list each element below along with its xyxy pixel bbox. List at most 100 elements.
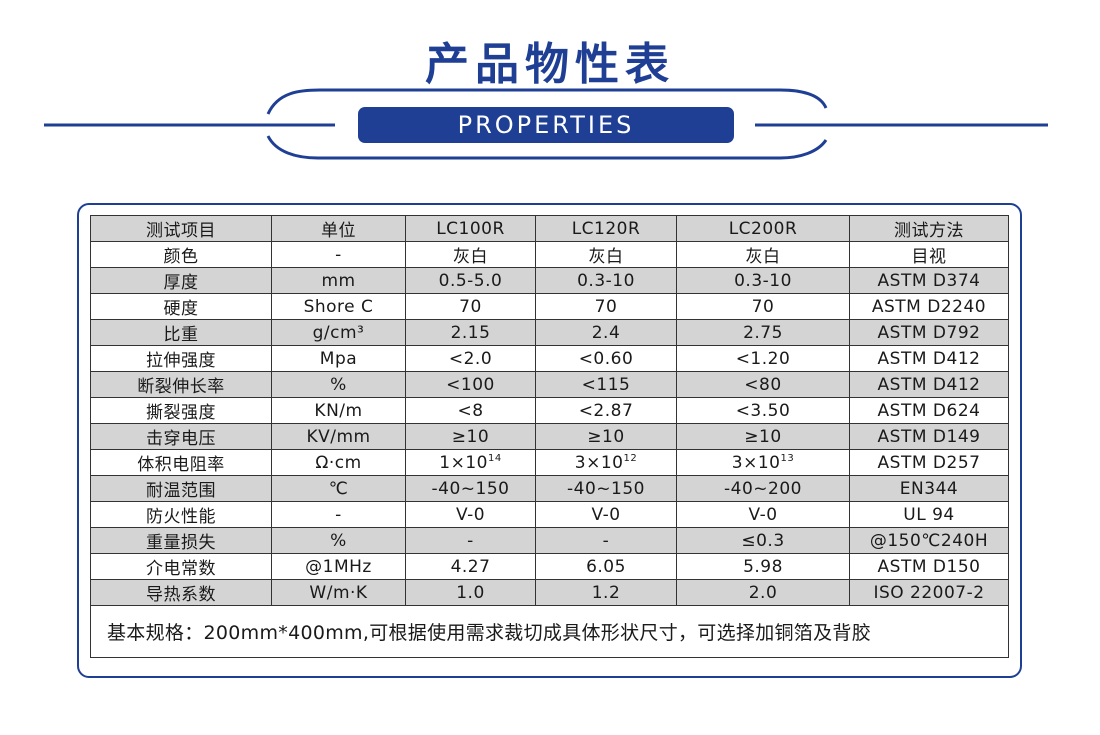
table-row: 拉伸强度 Mpa <2.0 <0.60 <1.20 ASTM D412 [90,345,1009,372]
table-row: 厚度 mm 0.5-5.0 0.3-10 0.3-10 ASTM D374 [90,267,1009,294]
value-base: 3×10 [731,452,781,473]
table-row: 断裂伸长率% <100 <115 <80 ASTM D412 [90,371,1009,398]
table-cell: 1.0 [405,579,536,606]
table-cell: 2.4 [535,319,677,346]
table-cell: <2.87 [535,397,677,424]
table-row: 防火性能 - V-0 V-0 V-0 UL 94 [90,501,1009,528]
table-cell: <100 [405,371,536,398]
table-cell: ASTM D412 [849,345,1009,372]
table-cell: <80 [676,371,850,398]
table-cell: 2.15 [405,319,536,346]
header-cell: 单位 [271,215,406,242]
footnote: 基本规格：200mm*400mm,可根据使用需求裁切成具体形状尺寸，可选择加铜箔… [90,605,1009,658]
table-cell: 1.2 [535,579,677,606]
property-name-cell: 导热系数 [90,579,272,606]
table-cell: 2.75 [676,319,850,346]
table-cell: g/cm³ [271,319,406,346]
table-cell: <3.50 [676,397,850,424]
table-cell: 0.5-5.0 [405,267,536,294]
table-cell: % [271,371,406,398]
table-cell: ≥10 [535,423,677,450]
table-cell: 1×1014 [405,449,536,476]
table-row: 重量损失% - - ≤0.3 @150℃240H [90,527,1009,554]
table-cell: - [405,527,536,554]
table-header-row: 测试项目 单位 LC100R LC120R LC200R 测试方法 [90,215,1009,242]
table-cell: ASTM D257 [849,449,1009,476]
table-cell: W/m·K [271,579,406,606]
table-cell: V-0 [535,501,677,528]
table-cell: ≥10 [676,423,850,450]
table-cell: ASTM D150 [849,553,1009,580]
table-cell: ASTM D624 [849,397,1009,424]
table-cell: <115 [535,371,677,398]
table-cell: % [271,527,406,554]
page-title: 产品物性表 [425,39,675,90]
table-cell: - [271,241,406,268]
table-cell: Shore C [271,293,406,320]
table-cell: ≥10 [405,423,536,450]
table-cell: Mpa [271,345,406,372]
table-cell: 3×1013 [676,449,850,476]
table-cell: 6.05 [535,553,677,580]
property-name-cell: 硬度 [90,293,272,320]
table-cell: KV/mm [271,423,406,450]
table-cell: -40~150 [535,475,677,502]
table-frame [77,203,1022,678]
property-name-cell: 体积电阻率 [90,449,272,476]
table-cell: 灰白 [405,241,536,268]
table-cell: ASTM D374 [849,267,1009,294]
property-name-cell: 介电常数 [90,553,272,580]
header-cell: 测试方法 [849,215,1009,242]
property-name-cell: 防火性能 [90,501,272,528]
table-cell: 70 [405,293,536,320]
table-cell: 目视 [849,241,1009,268]
table-cell: V-0 [405,501,536,528]
banner-arc-bottom [266,135,828,160]
table-cell: 0.3-10 [535,267,677,294]
table-row: 介电常数 @1MHz 4.27 6.05 5.98 ASTM D150 [90,553,1009,580]
table-cell: - [535,527,677,554]
table-cell: 70 [535,293,677,320]
title-banner-decoration [44,88,1048,160]
table-cell: <1.20 [676,345,850,372]
header-cell: 测试项目 [90,215,272,242]
table-row: 颜色 - 灰白 灰白 灰白 目视 [90,241,1009,268]
value-base: 1×10 [439,452,488,473]
table-cell: - [271,501,406,528]
table-cell: <2.0 [405,345,536,372]
table-cell: @1MHz [271,553,406,580]
table-row: 比重 g/cm³ 2.15 2.4 2.75 ASTM D792 [90,319,1009,346]
table-row: 击穿电压 KV/mm ≥10 ≥10 ≥10 ASTM D149 [90,423,1009,450]
property-name-cell: 颜色 [90,241,272,268]
table-cell: 0.3-10 [676,267,850,294]
property-name-cell: 撕裂强度 [90,397,272,424]
value-base: 3×10 [574,452,624,473]
value-exponent: 14 [487,452,502,464]
table-cell: ≤0.3 [676,527,850,554]
table-cell: ℃ [271,475,406,502]
table-cell: ASTM D412 [849,371,1009,398]
property-name-cell: 厚度 [90,267,272,294]
table-cell: <0.60 [535,345,677,372]
table-cell: 5.98 [676,553,850,580]
table-row: 体积电阻率 Ω·cm 1×1014 3×1012 3×1013 ASTM D257 [90,449,1009,476]
table-row: 撕裂强度 KN/m <8 <2.87 <3.50 ASTM D624 [90,397,1009,424]
table-cell: ASTM D792 [849,319,1009,346]
header-cell: LC200R [676,215,850,242]
properties-table-body: 测试项目 单位 LC100R LC120R LC200R 测试方法 颜色 - 灰白 灰白 灰白 目视厚… [90,215,1009,658]
table-cell: 灰白 [535,241,677,268]
table-cell: Ω·cm [271,449,406,476]
value-exponent: 13 [780,452,795,464]
table-cell: 2.0 [676,579,850,606]
banner-arc-top [266,88,828,115]
property-name-cell: 耐温范围 [90,475,272,502]
table-cell: <8 [405,397,536,424]
table-cell: 灰白 [676,241,850,268]
header-cell: LC100R [405,215,536,242]
property-name-cell: 比重 [90,319,272,346]
table-row: 导热系数 W/m·K 1.0 1.2 2.0 ISO 22007-2 [90,579,1009,606]
table-cell: EN344 [849,475,1009,502]
table-cell: ASTM D2240 [849,293,1009,320]
header-cell: LC120R [535,215,677,242]
table-cell: ASTM D149 [849,423,1009,450]
